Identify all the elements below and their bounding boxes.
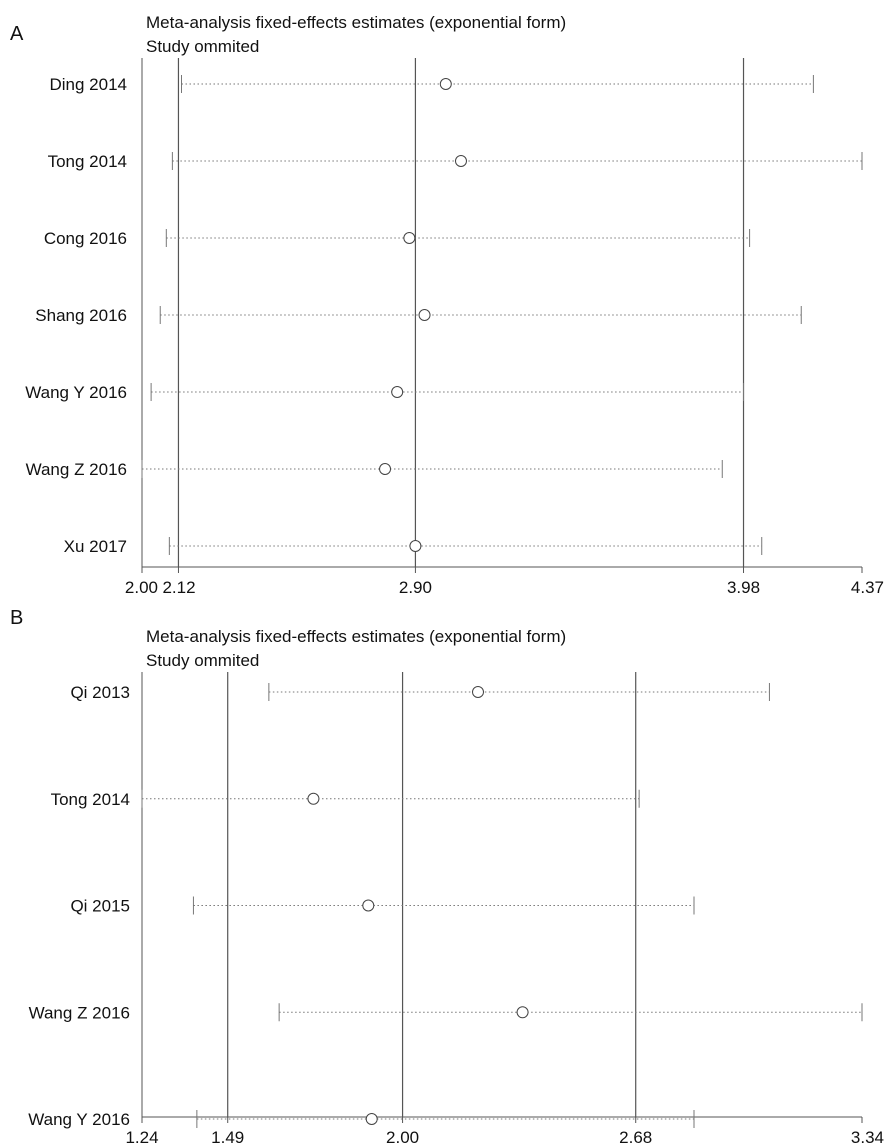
panel-a-study-label: Wang Y 2016	[25, 383, 127, 402]
panel-b-letter: B	[10, 607, 23, 629]
panel-a-study-label: Shang 2016	[35, 306, 127, 325]
panel-b-title: Meta-analysis fixed-effects estimates (e…	[146, 627, 566, 646]
panel-b-estimate-marker	[516, 1006, 529, 1019]
panel-a-estimate-marker	[403, 232, 416, 244]
panel-a-study-label: Tong 2014	[48, 152, 127, 171]
panel-a-study-label: Ding 2014	[49, 75, 127, 94]
panel-b-estimate-marker	[307, 792, 320, 805]
panel-a-subtitle: Study ommited	[146, 37, 259, 56]
panel-a-x-tick-label: 2.90	[399, 578, 432, 597]
panel-a-study-label: Cong 2016	[44, 229, 127, 248]
panel-a-x-tick-label: 4.37	[851, 578, 884, 597]
panel-a-estimate-marker	[454, 155, 467, 167]
panel-b-study-label: Qi 2013	[70, 683, 130, 702]
panel-b-study-label: Wang Z 2016	[29, 1003, 130, 1022]
panel-a-letter: A	[10, 23, 24, 45]
panel-a-estimate-marker	[439, 78, 452, 90]
panel-a-plot: 2.00 2.12 2.90 3.98 4.37 Ding 2014 Tong 2014 Co…	[25, 58, 884, 597]
panel-b-x-tick-label: 3.34	[851, 1128, 884, 1144]
panel-a-x-tick-label: 3.98	[727, 578, 760, 597]
panel-b: B Meta-analysis fixed-effects estimates …	[10, 607, 884, 1144]
panel-b-x-tick-label: 2.68	[619, 1128, 652, 1144]
panel-b-x-tick-label: 1.24	[125, 1128, 158, 1144]
panel-a-title: Meta-analysis fixed-effects estimates (e…	[146, 13, 566, 32]
panel-a-study-label: Xu 2017	[64, 537, 127, 556]
panel-a-estimate-marker	[409, 540, 422, 552]
panel-a-x-tick-label: 2.12	[162, 578, 195, 597]
panel-a: A Meta-analysis fixed-effects estimates …	[10, 13, 884, 597]
panel-b-estimate-marker	[362, 899, 375, 912]
panel-b-plot: 1.24 1.49 2.00 2.68 3.34 Qi 2013 Tong 2014 Qi 2…	[28, 672, 884, 1144]
panel-a-x-tick-label: 2.00	[125, 578, 158, 597]
panel-a-estimate-marker	[379, 463, 392, 475]
panel-a-study-label: Wang Z 2016	[26, 460, 127, 479]
panel-b-estimate-marker	[365, 1113, 378, 1125]
panel-b-estimate-marker	[472, 686, 484, 698]
panel-b-study-label: Qi 2015	[70, 897, 130, 916]
panel-a-estimate-marker	[391, 386, 404, 398]
panel-b-subtitle: Study ommited	[146, 651, 259, 670]
panel-a-estimate-marker	[418, 309, 431, 321]
panel-b-study-label: Tong 2014	[51, 790, 130, 809]
panel-b-x-tick-label: 2.00	[386, 1128, 419, 1144]
panel-b-study-label: Wang Y 2016	[28, 1110, 130, 1129]
panel-b-x-tick-label: 1.49	[211, 1128, 244, 1144]
